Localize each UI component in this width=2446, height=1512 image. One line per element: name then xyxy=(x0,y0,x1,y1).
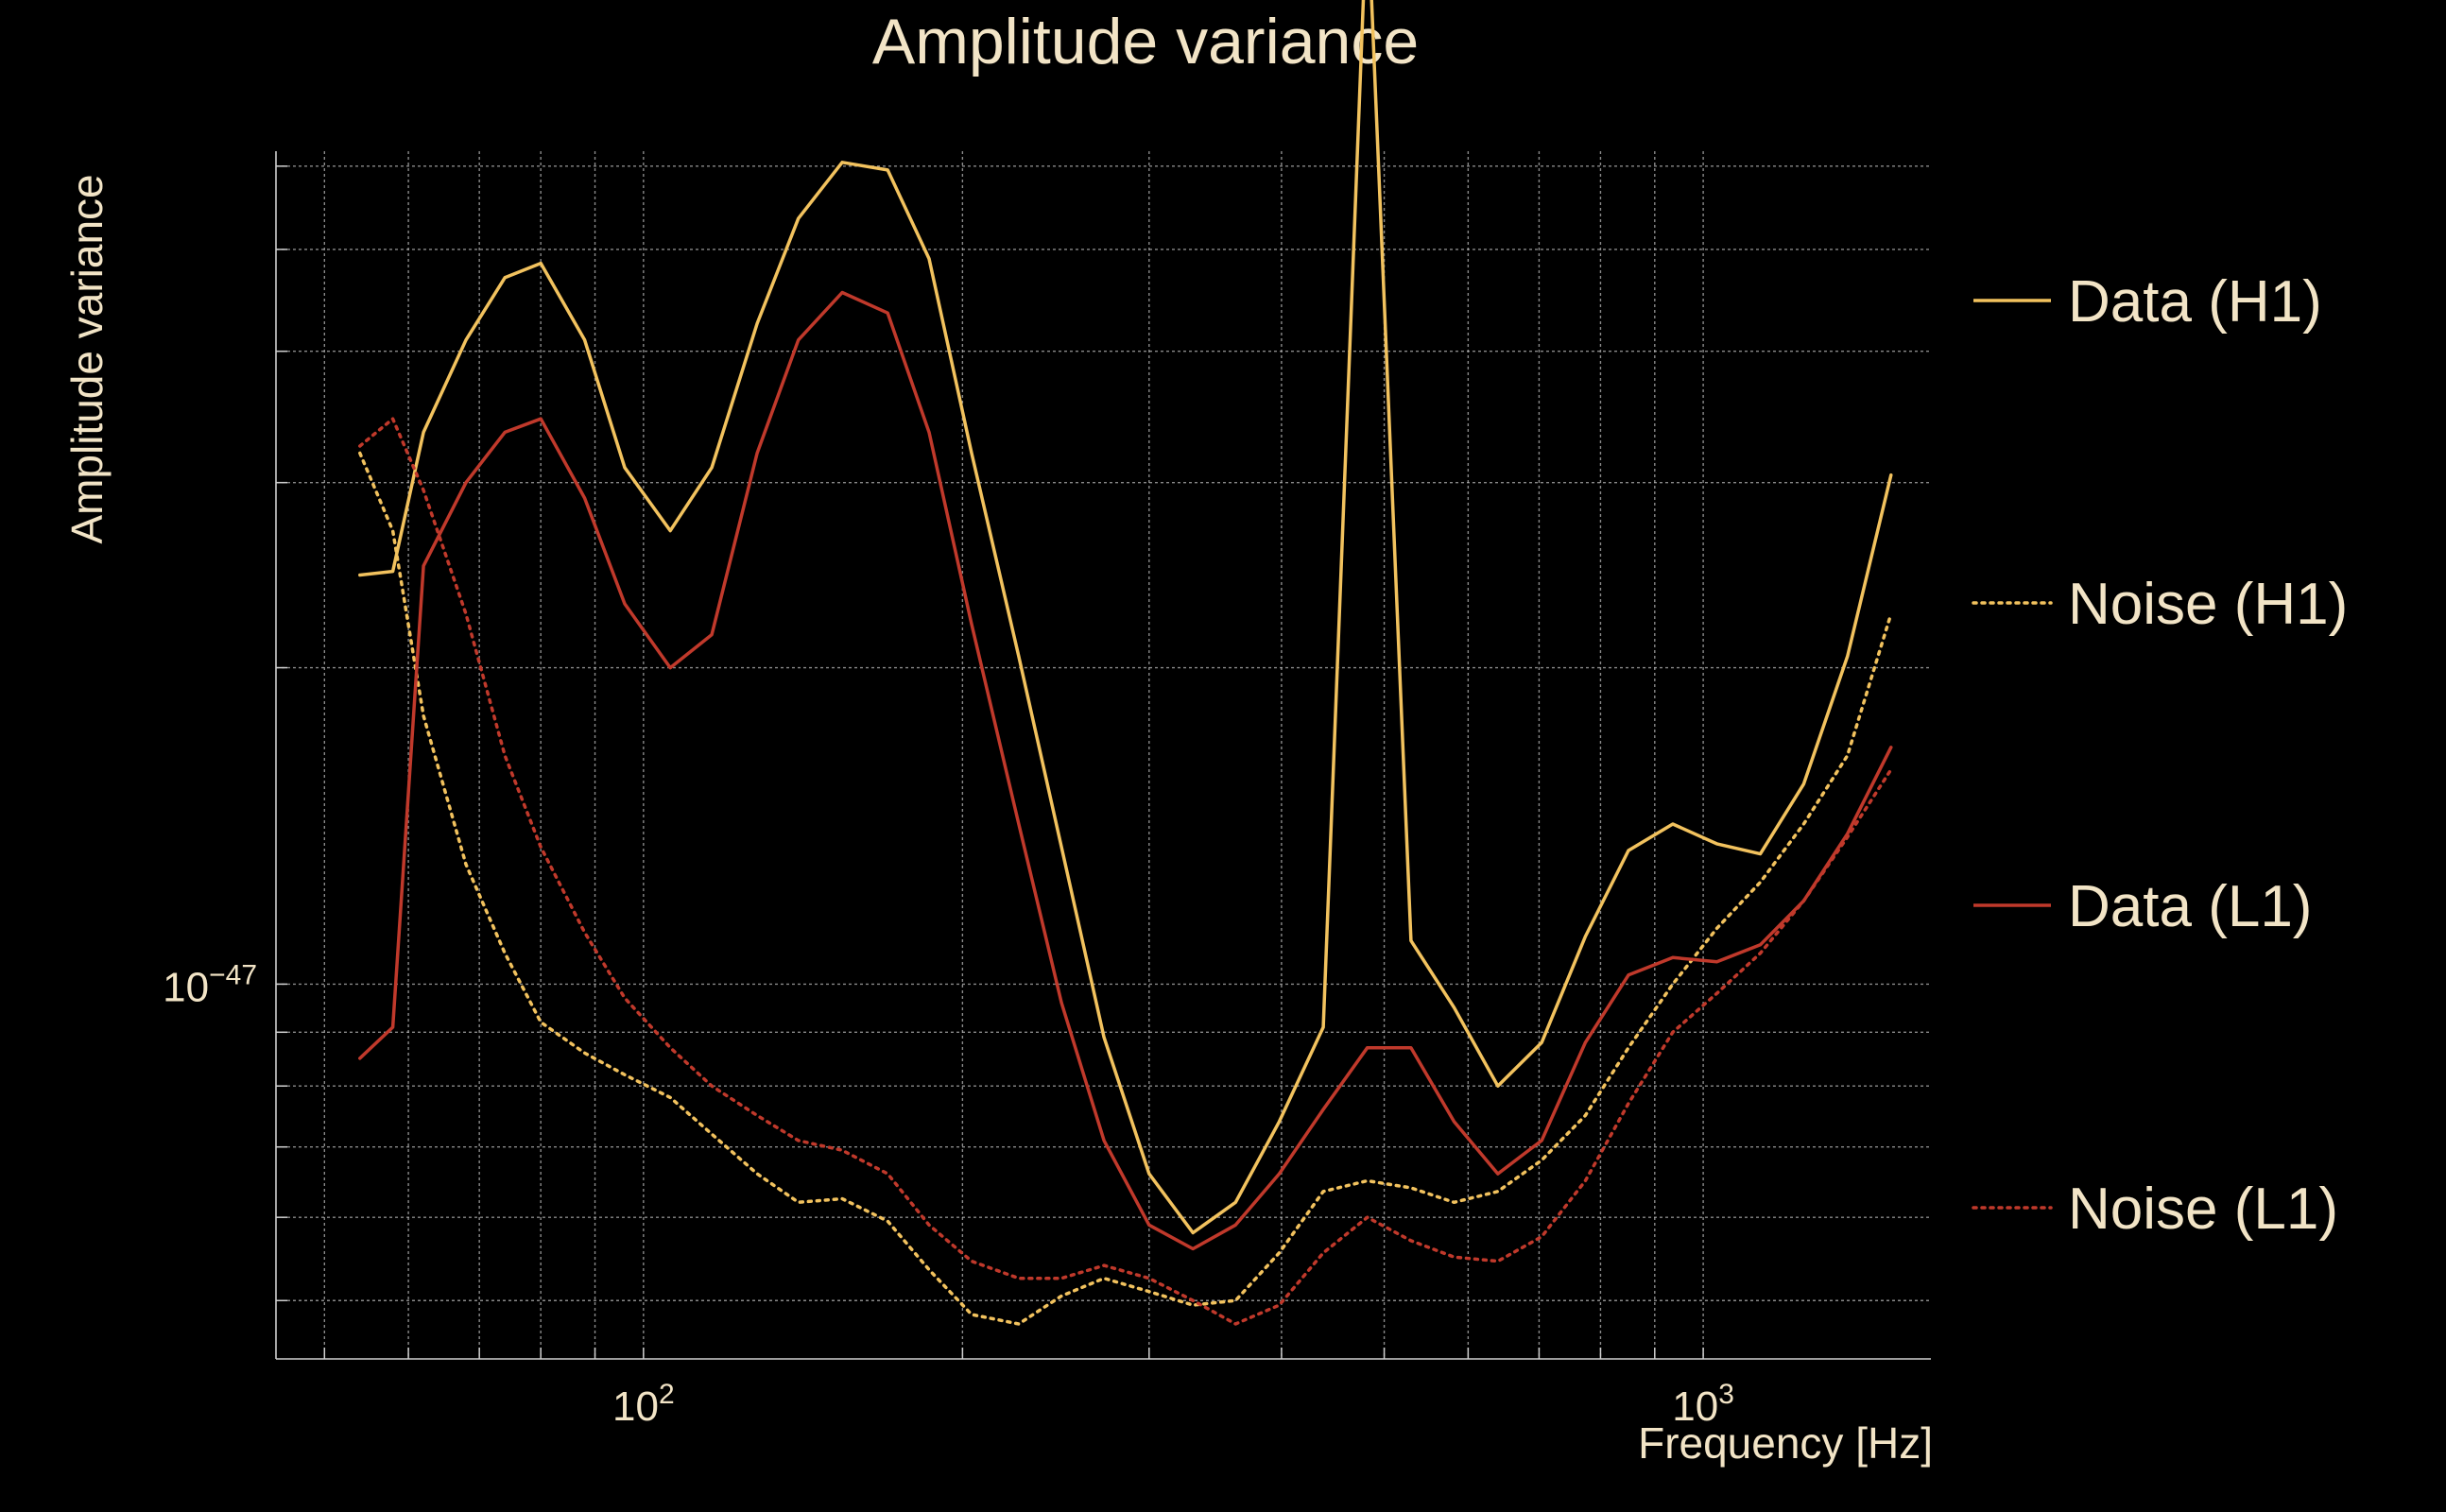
chart-title: Amplitude variance xyxy=(872,6,1419,77)
legend-label: Data (H1) xyxy=(2068,269,2322,335)
series-line-2 xyxy=(358,451,1893,1326)
series-line-1 xyxy=(358,0,1893,1235)
legend-label: Noise (L1) xyxy=(2068,1177,2338,1242)
y-axis-label: Amplitude variance xyxy=(62,174,112,543)
tick-labels: 102 103 10−47 xyxy=(163,959,1734,1430)
series-line-3 xyxy=(358,290,1893,1251)
legend-label: Data (L1) xyxy=(2068,874,2312,939)
legend-label: Noise (H1) xyxy=(2068,572,2348,637)
x-tick-label: 103 xyxy=(1672,1379,1734,1430)
plot-axes xyxy=(275,151,1931,1360)
x-tick-label: 102 xyxy=(612,1379,675,1430)
grid-lines xyxy=(276,151,1931,1359)
series-line-4 xyxy=(358,417,1893,1326)
y-tick-label: 10−47 xyxy=(163,959,257,1010)
data-series xyxy=(358,0,1893,1326)
legend: Data (H1) Noise (H1) Data (L1) Noise (L1) xyxy=(1972,269,2348,1242)
x-axis-label: Frequency [Hz] xyxy=(1638,1418,1933,1468)
